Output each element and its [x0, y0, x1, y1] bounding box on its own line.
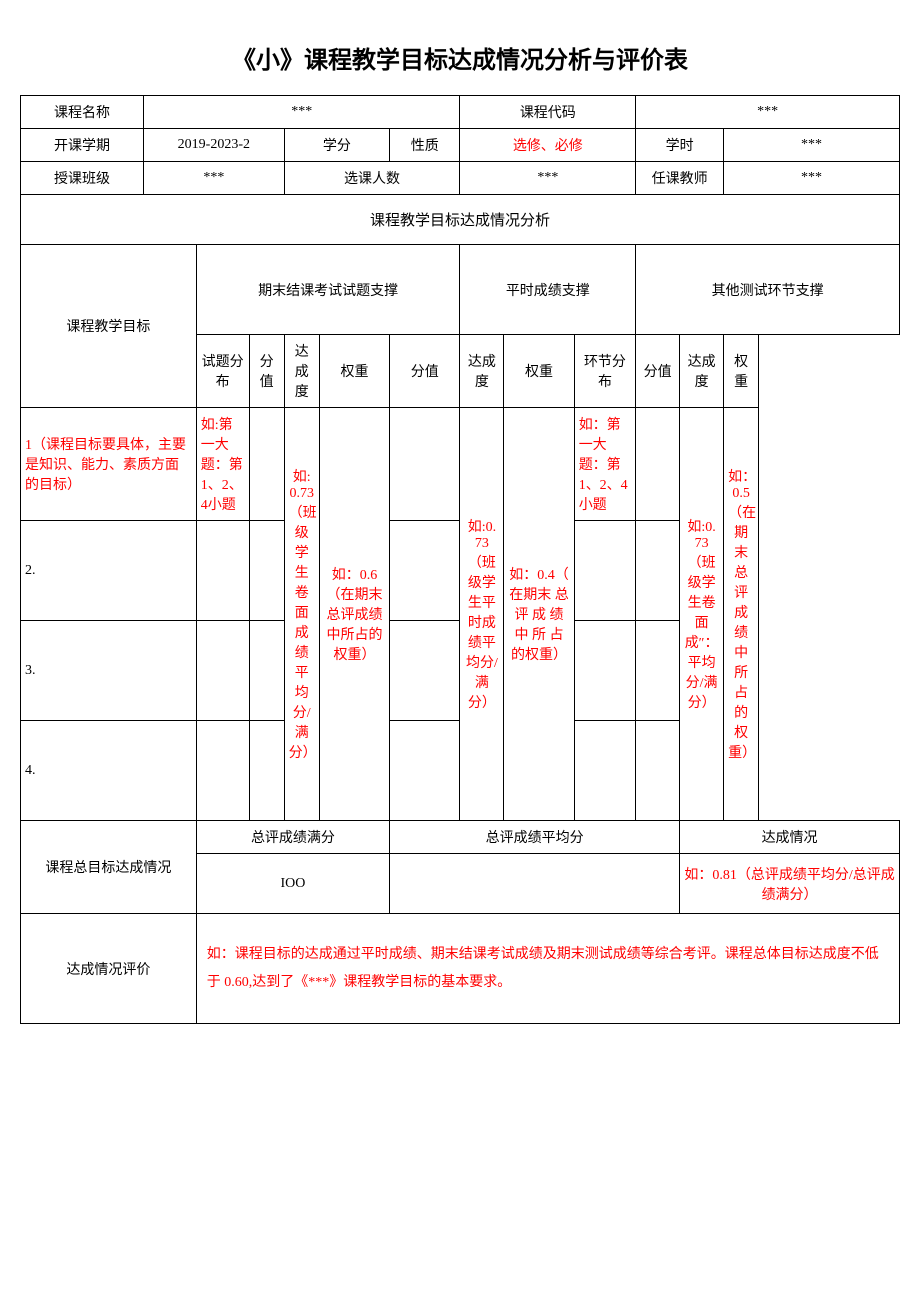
empty-cell: [390, 521, 460, 621]
empty-cell: [249, 721, 284, 821]
teacher-value: ***: [724, 162, 900, 195]
class-value: ***: [144, 162, 285, 195]
weight-header: 权重: [319, 335, 389, 408]
table-row: 课程教学目标达成情况分析: [21, 195, 900, 245]
enrollment-value: ***: [460, 162, 636, 195]
score-header: 分值: [249, 335, 284, 408]
table-row: 课程名称 *** 课程代码 ***: [21, 96, 900, 129]
empty-cell: [196, 621, 249, 721]
teaching-goal-header: 课程教学目标: [21, 245, 197, 408]
table-row: 1（课程目标要具体，主要是知识、能力、素质方面的目标） 如:第一大题：第1、2、…: [21, 408, 900, 521]
other-weight: 如：0.5（在期末总评成绩中所占的权重）: [724, 408, 759, 821]
empty-cell: [196, 721, 249, 821]
evaluation-text: 如：课程目标的达成通过平时成绩、期末结课考试成绩及期末测试成绩等综合考评。课程总…: [196, 914, 899, 1024]
final-exam-header: 期末结课考试试题支撑: [196, 245, 460, 335]
semester-label: 开课学期: [21, 129, 144, 162]
avg-score-value: [390, 854, 680, 914]
empty-cell: [390, 721, 460, 821]
empty-cell: [390, 621, 460, 721]
achievement-header-3: 达成度: [680, 335, 724, 408]
evaluation-label: 达成情况评价: [21, 914, 197, 1024]
credit-label: 学分: [284, 129, 389, 162]
section-header: 课程教学目标达成情况分析: [21, 195, 900, 245]
empty-cell: [574, 521, 636, 621]
regular-header: 平时成绩支撑: [460, 245, 636, 335]
empty-cell: [574, 621, 636, 721]
empty-cell: [249, 521, 284, 621]
status-label: 达成情况: [680, 821, 900, 854]
regular-weight: 如：0.4（ 在期末 总评 成 绩中 所 占的权重）: [504, 408, 574, 821]
goal-4: 4.: [21, 721, 197, 821]
teacher-label: 任课教师: [636, 162, 724, 195]
course-code-value: ***: [636, 96, 900, 129]
table-row: 课程教学目标 期末结课考试试题支撑 平时成绩支撑 其他测试环节支撑: [21, 245, 900, 335]
empty-cell: [249, 408, 284, 521]
achievement-header-2: 达成度: [460, 335, 504, 408]
hours-value: ***: [724, 129, 900, 162]
goal-1-other-dist: 如：第一大题：第1、2、4小题: [574, 408, 636, 521]
empty-cell: [636, 521, 680, 621]
enrollment-label: 选课人数: [284, 162, 460, 195]
hours-label: 学时: [636, 129, 724, 162]
final-weight: 如：0.6（在期末总评成绩中所占的权重）: [319, 408, 389, 821]
weight-header-2: 权重: [504, 335, 574, 408]
weight-header-3: 权重: [724, 335, 759, 408]
course-name-label: 课程名称: [21, 96, 144, 129]
nature-label: 性质: [390, 129, 460, 162]
full-score-label: 总评成绩满分: [196, 821, 389, 854]
goal-1: 1（课程目标要具体，主要是知识、能力、素质方面的目标）: [21, 408, 197, 521]
achievement-header: 达成度: [284, 335, 319, 408]
regular-achievement: 如:0.73（班级学生平时成绩平均分/满分）: [460, 408, 504, 821]
status-value: 如：0.81（总评成绩平均分/总评成绩满分）: [680, 854, 900, 914]
score-header-3: 分值: [636, 335, 680, 408]
final-achievement: 如:0.73（班级学生卷面成绩平均分/满分）: [284, 408, 319, 821]
overall-label: 课程总目标达成情况: [21, 821, 197, 914]
empty-cell: [574, 721, 636, 821]
empty-cell: [249, 621, 284, 721]
goal-3: 3.: [21, 621, 197, 721]
full-score-value: IOO: [196, 854, 389, 914]
question-dist-header: 试题分布: [196, 335, 249, 408]
goal-1-dist: 如:第一大题：第1、2、4小题: [196, 408, 249, 521]
score-header-2: 分值: [390, 335, 460, 408]
table-row: 开课学期 2019-2023-2 学分 性质 选修、必修 学时 ***: [21, 129, 900, 162]
table-row: 授课班级 *** 选课人数 *** 任课教师 ***: [21, 162, 900, 195]
page-title: 《小》课程教学目标达成情况分析与评价表: [20, 40, 900, 75]
course-name-value: ***: [144, 96, 460, 129]
other-achievement: 如:0.73（班级学生卷面成″：平均分/满分）: [680, 408, 724, 821]
course-code-label: 课程代码: [460, 96, 636, 129]
empty-cell: [390, 408, 460, 521]
goal-2: 2.: [21, 521, 197, 621]
segment-dist-header: 环节分布: [574, 335, 636, 408]
evaluation-table: 课程名称 *** 课程代码 *** 开课学期 2019-2023-2 学分 性质…: [20, 95, 900, 1024]
other-header: 其他测试环节支撑: [636, 245, 900, 335]
empty-cell: [196, 521, 249, 621]
class-label: 授课班级: [21, 162, 144, 195]
table-row: 达成情况评价 如：课程目标的达成通过平时成绩、期末结课考试成绩及期末测试成绩等综…: [21, 914, 900, 1024]
nature-value: 选修、必修: [460, 129, 636, 162]
avg-score-label: 总评成绩平均分: [390, 821, 680, 854]
empty-cell: [636, 621, 680, 721]
empty-cell: [636, 721, 680, 821]
table-row: 课程总目标达成情况 总评成绩满分 总评成绩平均分 达成情况: [21, 821, 900, 854]
semester-value: 2019-2023-2: [144, 129, 285, 162]
empty-cell: [636, 408, 680, 521]
